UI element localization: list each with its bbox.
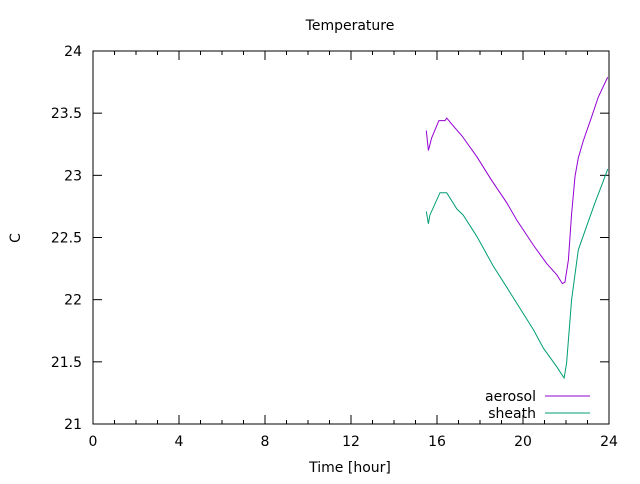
plot-frame	[92, 50, 610, 425]
x-tick-label: 12	[342, 434, 360, 450]
y-tick-label: 22	[64, 293, 82, 309]
x-tick-label: 24	[600, 434, 618, 450]
series-line-sheath	[425, 168, 609, 380]
chart-title: Temperature	[305, 18, 395, 34]
y-tick-label: 23	[64, 168, 82, 184]
y-tick-label: 22.5	[51, 231, 82, 247]
x-axis-label: Time [hour]	[308, 460, 391, 476]
y-axis-label: C	[8, 233, 24, 243]
y-tick-label: 21	[64, 417, 82, 433]
x-tick-label: 4	[175, 434, 184, 450]
x-tick-label: 20	[514, 434, 532, 450]
y-tick-label: 24	[64, 44, 82, 60]
x-tick-label: 8	[261, 434, 270, 450]
legend-label: sheath	[488, 406, 536, 422]
y-tick-label: 23.5	[51, 106, 82, 122]
y-tick-label: 21.5	[51, 355, 82, 371]
legend-label: aerosol	[485, 389, 536, 405]
x-tick-label: 16	[428, 434, 446, 450]
series-line-aerosol	[425, 76, 609, 285]
x-tick-label: 0	[89, 434, 98, 450]
